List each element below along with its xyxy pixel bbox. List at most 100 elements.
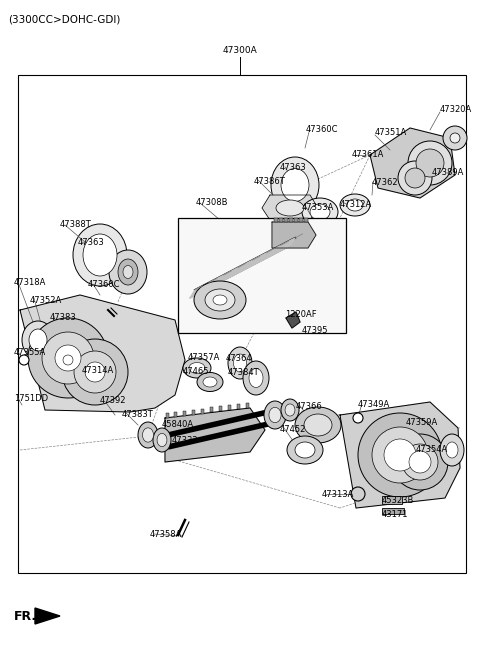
Bar <box>284 218 288 222</box>
Text: 47383: 47383 <box>50 313 77 322</box>
Circle shape <box>62 339 128 405</box>
Ellipse shape <box>269 407 281 422</box>
Circle shape <box>405 168 425 188</box>
Ellipse shape <box>73 224 127 286</box>
Ellipse shape <box>295 407 341 443</box>
Circle shape <box>351 487 365 501</box>
Circle shape <box>443 126 467 150</box>
Text: 47351A: 47351A <box>375 128 407 137</box>
Polygon shape <box>286 312 300 328</box>
Circle shape <box>74 351 116 393</box>
Bar <box>294 218 298 222</box>
Bar <box>274 218 277 222</box>
Circle shape <box>450 133 460 143</box>
Text: 47465: 47465 <box>183 367 209 376</box>
Bar <box>228 406 231 410</box>
Text: 47313A: 47313A <box>322 490 354 499</box>
Text: 47358A: 47358A <box>150 530 182 539</box>
Text: 1220AF: 1220AF <box>285 310 317 319</box>
Bar <box>279 218 283 222</box>
Text: 47388T: 47388T <box>60 220 92 229</box>
Circle shape <box>416 149 444 177</box>
Text: 47318A: 47318A <box>14 278 47 287</box>
Ellipse shape <box>304 414 332 436</box>
Circle shape <box>384 439 416 471</box>
Ellipse shape <box>440 434 464 466</box>
Polygon shape <box>20 295 185 412</box>
Circle shape <box>28 318 108 398</box>
Circle shape <box>19 355 29 365</box>
Ellipse shape <box>138 422 158 448</box>
Ellipse shape <box>203 377 217 387</box>
Text: 47386T: 47386T <box>254 177 286 186</box>
Bar <box>245 403 249 408</box>
Text: FR.: FR. <box>14 609 37 622</box>
Text: 47362: 47362 <box>372 178 398 187</box>
Ellipse shape <box>243 361 269 395</box>
Ellipse shape <box>197 372 223 392</box>
Circle shape <box>392 434 448 490</box>
Ellipse shape <box>83 234 117 276</box>
Circle shape <box>63 355 73 365</box>
Text: 47308B: 47308B <box>196 198 228 207</box>
Polygon shape <box>340 402 460 508</box>
Circle shape <box>353 413 363 423</box>
Circle shape <box>358 413 442 497</box>
Text: 47364: 47364 <box>226 354 252 363</box>
Text: 47354A: 47354A <box>416 445 448 454</box>
Polygon shape <box>262 195 318 220</box>
Bar <box>201 409 204 413</box>
Text: 47357A: 47357A <box>188 353 220 362</box>
Text: (3300CC>DOHC-GDI): (3300CC>DOHC-GDI) <box>8 14 120 24</box>
Bar <box>174 412 178 417</box>
Ellipse shape <box>40 336 64 364</box>
Text: 45323B: 45323B <box>382 496 414 505</box>
Bar <box>219 406 222 411</box>
Text: 47383T: 47383T <box>122 410 154 419</box>
Ellipse shape <box>249 368 263 387</box>
Ellipse shape <box>347 199 363 211</box>
Ellipse shape <box>264 401 286 429</box>
Bar <box>304 218 308 222</box>
Text: 45840A: 45840A <box>162 420 194 429</box>
Ellipse shape <box>205 289 235 311</box>
Text: 47361A: 47361A <box>352 150 384 159</box>
Circle shape <box>42 332 94 384</box>
Bar <box>289 218 292 222</box>
Circle shape <box>85 362 105 382</box>
Ellipse shape <box>29 329 47 351</box>
Text: 47353A: 47353A <box>302 203 335 212</box>
Text: 47349A: 47349A <box>358 400 390 409</box>
Text: 47392: 47392 <box>100 396 127 405</box>
Text: 47389A: 47389A <box>432 168 464 177</box>
Text: 47359A: 47359A <box>406 418 438 427</box>
Ellipse shape <box>295 442 315 458</box>
Circle shape <box>408 141 452 185</box>
Circle shape <box>402 444 438 480</box>
Text: 47320A: 47320A <box>440 105 472 114</box>
Bar <box>183 411 186 416</box>
Text: 47360C: 47360C <box>306 125 338 134</box>
Ellipse shape <box>194 281 246 319</box>
Bar <box>237 404 240 409</box>
Text: 47360C: 47360C <box>88 280 120 289</box>
Circle shape <box>55 345 81 371</box>
Ellipse shape <box>123 266 133 278</box>
Bar <box>382 496 402 504</box>
Ellipse shape <box>118 259 138 285</box>
Ellipse shape <box>143 428 154 442</box>
Bar <box>166 413 168 418</box>
Ellipse shape <box>302 198 338 226</box>
Polygon shape <box>272 222 316 248</box>
Ellipse shape <box>157 434 167 447</box>
Bar <box>210 407 213 413</box>
Ellipse shape <box>310 204 330 220</box>
Ellipse shape <box>287 436 323 464</box>
Circle shape <box>372 427 428 483</box>
Ellipse shape <box>271 157 319 213</box>
Text: 47300A: 47300A <box>223 46 257 55</box>
Bar <box>178 218 346 333</box>
Ellipse shape <box>213 295 227 305</box>
Ellipse shape <box>183 358 211 378</box>
Bar <box>192 409 195 415</box>
